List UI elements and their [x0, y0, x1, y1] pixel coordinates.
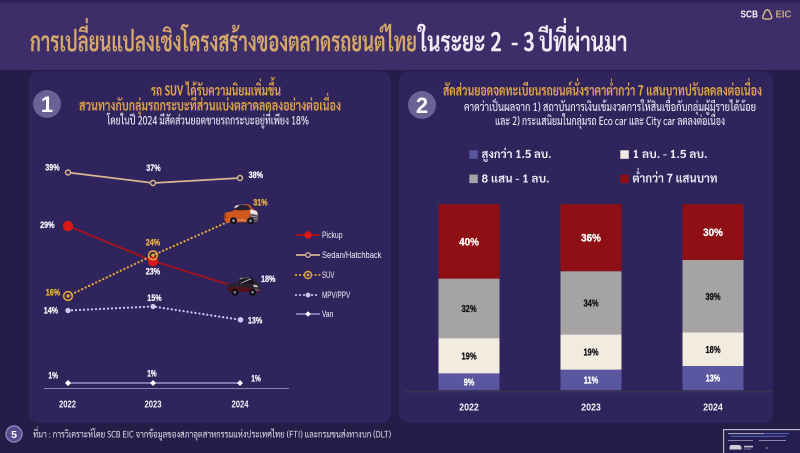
svg-text:14%: 14% [44, 306, 58, 316]
svg-text:39%: 39% [45, 163, 59, 173]
svg-text:5: 5 [11, 429, 17, 441]
svg-text:1%: 1% [251, 374, 261, 384]
svg-text:18%: 18% [705, 345, 720, 356]
svg-text:34%: 34% [583, 298, 598, 309]
svg-text:2024: 2024 [703, 403, 723, 414]
svg-text:18%: 18% [261, 274, 275, 284]
svg-text:29%: 29% [40, 220, 54, 230]
svg-text:1: 1 [41, 92, 53, 117]
svg-text:30%: 30% [703, 227, 723, 239]
svg-text:2: 2 [416, 93, 428, 118]
svg-text:1%: 1% [48, 370, 58, 380]
svg-text:13%: 13% [706, 374, 721, 385]
svg-text:MPV/PPV: MPV/PPV [322, 290, 351, 300]
svg-text:16%: 16% [46, 288, 60, 298]
svg-text:39%: 39% [705, 292, 720, 303]
svg-text:9%: 9% [464, 377, 475, 388]
svg-text:13%: 13% [248, 316, 262, 326]
svg-text:32%: 32% [461, 304, 476, 315]
svg-text:40%: 40% [459, 236, 479, 248]
svg-text:2022: 2022 [59, 400, 76, 411]
svg-text:38%: 38% [249, 170, 263, 180]
svg-text:36%: 36% [581, 233, 601, 245]
svg-text:2023: 2023 [145, 400, 162, 411]
svg-text:19%: 19% [583, 348, 598, 359]
svg-text:11%: 11% [584, 376, 599, 387]
svg-text:SUV: SUV [322, 270, 335, 280]
svg-text:Sedan/Hatchback: Sedan/Hatchback [322, 250, 382, 260]
svg-text:2023: 2023 [581, 403, 601, 414]
svg-text:23%: 23% [146, 266, 160, 276]
svg-text:2022: 2022 [459, 403, 479, 414]
svg-text:31%: 31% [253, 197, 267, 207]
svg-text:24%: 24% [146, 238, 160, 248]
svg-text:Pickup: Pickup [322, 230, 343, 240]
svg-text:SCB: SCB [741, 9, 759, 21]
svg-text:Van: Van [322, 309, 333, 319]
svg-text:37%: 37% [146, 163, 160, 173]
svg-text:2024: 2024 [232, 400, 249, 411]
svg-text:19%: 19% [461, 351, 476, 362]
svg-text:1%: 1% [147, 369, 157, 379]
svg-text:15%: 15% [147, 293, 161, 303]
svg-text:EIC: EIC [776, 9, 792, 21]
